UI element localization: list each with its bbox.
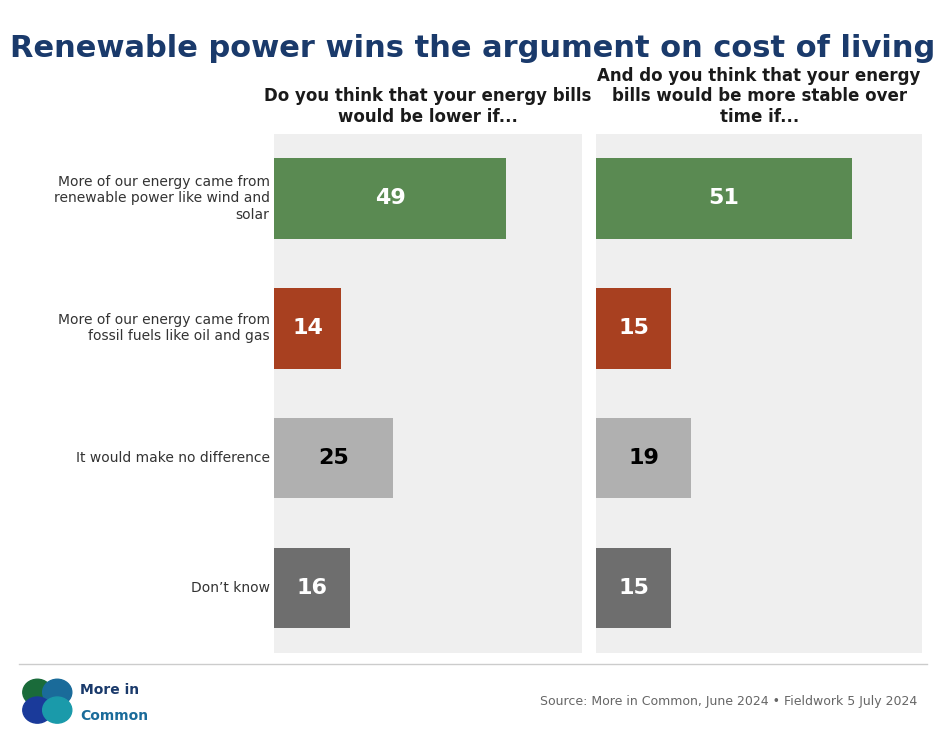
Text: 25: 25 bbox=[318, 448, 349, 468]
Text: 15: 15 bbox=[618, 578, 649, 598]
Text: Do you think that your energy bills
would be lower if...: Do you think that your energy bills woul… bbox=[264, 88, 592, 126]
Bar bbox=[596, 548, 672, 628]
Text: And do you think that your energy
bills would be more stable over
time if...: And do you think that your energy bills … bbox=[598, 67, 920, 126]
Bar bbox=[596, 288, 672, 369]
Circle shape bbox=[23, 679, 52, 706]
Bar bbox=[596, 418, 692, 499]
Bar bbox=[596, 158, 852, 239]
Text: 14: 14 bbox=[292, 318, 323, 338]
Bar bbox=[274, 418, 393, 499]
Text: Don’t know: Don’t know bbox=[190, 581, 270, 595]
Text: More of our energy came from
renewable power like wind and
solar: More of our energy came from renewable p… bbox=[54, 175, 270, 222]
Text: 15: 15 bbox=[618, 318, 649, 338]
Text: It would make no difference: It would make no difference bbox=[76, 451, 270, 465]
Text: 49: 49 bbox=[375, 188, 406, 209]
Text: Common: Common bbox=[80, 709, 149, 723]
Circle shape bbox=[23, 697, 52, 723]
Text: 19: 19 bbox=[628, 448, 659, 468]
Text: More in: More in bbox=[80, 683, 139, 697]
Bar bbox=[274, 288, 341, 369]
Text: Renewable power wins the argument on cost of living: Renewable power wins the argument on cos… bbox=[10, 33, 936, 63]
Text: 16: 16 bbox=[297, 578, 327, 598]
Circle shape bbox=[43, 679, 72, 706]
Circle shape bbox=[43, 697, 72, 723]
Text: 51: 51 bbox=[709, 188, 740, 209]
Text: Source: More in Common, June 2024 • Fieldwork 5 July 2024: Source: More in Common, June 2024 • Fiel… bbox=[540, 695, 918, 708]
Text: More of our energy came from
fossil fuels like oil and gas: More of our energy came from fossil fuel… bbox=[58, 313, 270, 344]
Bar bbox=[274, 548, 350, 628]
Bar bbox=[274, 158, 506, 239]
